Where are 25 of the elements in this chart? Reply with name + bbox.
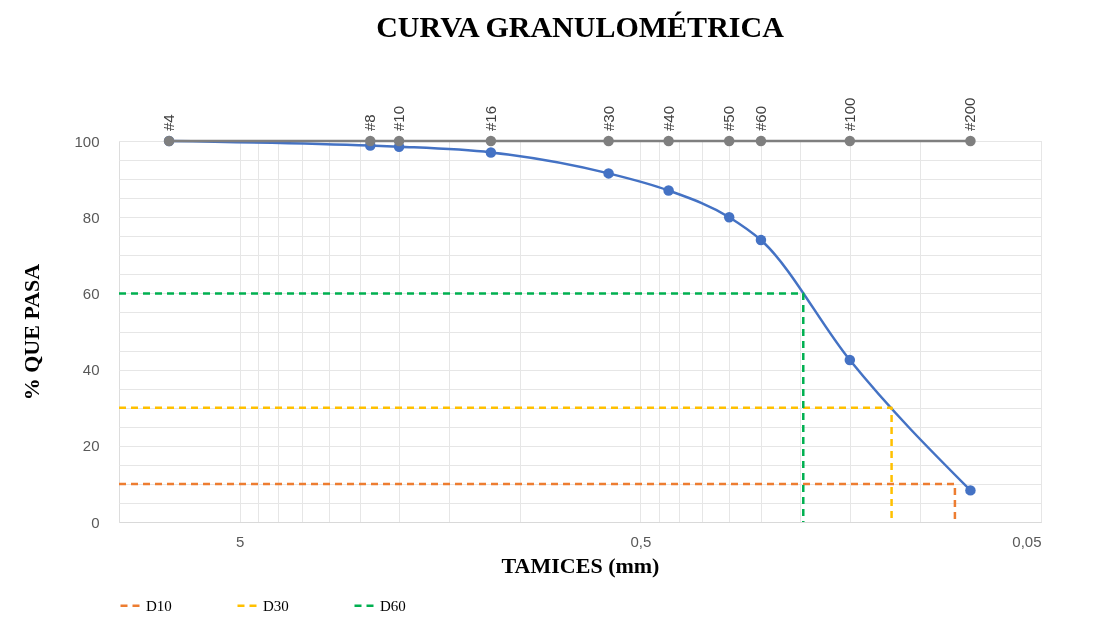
y-tick-label: 20 (82, 437, 100, 455)
annotation: #30 (599, 105, 617, 131)
annotation: #4 (160, 114, 178, 131)
annotation: #40 (659, 105, 677, 131)
y-tick-label: 60 (82, 284, 100, 302)
annotation: #16 (481, 105, 499, 131)
y-tick-label: 100 (74, 132, 100, 150)
legend-label: D30 (263, 597, 289, 614)
chart-title: CURVA GRANULOMÉTRICA (376, 9, 785, 43)
y-tick-label: 40 (82, 361, 100, 379)
annotation: #10 (390, 105, 408, 131)
legend-label: D60 (380, 597, 406, 614)
legend-label: D10 (146, 597, 172, 614)
annotation: #200 (961, 97, 979, 131)
annotation: #100 (840, 97, 858, 131)
annotation: #60 (751, 105, 769, 131)
x-axis-title: TAMICES (mm) (501, 552, 660, 578)
annotation: #8 (361, 114, 379, 131)
annotation: #50 (720, 105, 738, 131)
x-tick-label: 5 (235, 532, 245, 550)
y-tick-label: 80 (82, 208, 100, 226)
x-tick-label: 0,05 (1012, 532, 1042, 550)
y-tick-label: 0 (91, 513, 100, 531)
x-tick-label: 0,5 (630, 532, 652, 550)
y-axis-title: % QUE PASA (19, 263, 45, 401)
